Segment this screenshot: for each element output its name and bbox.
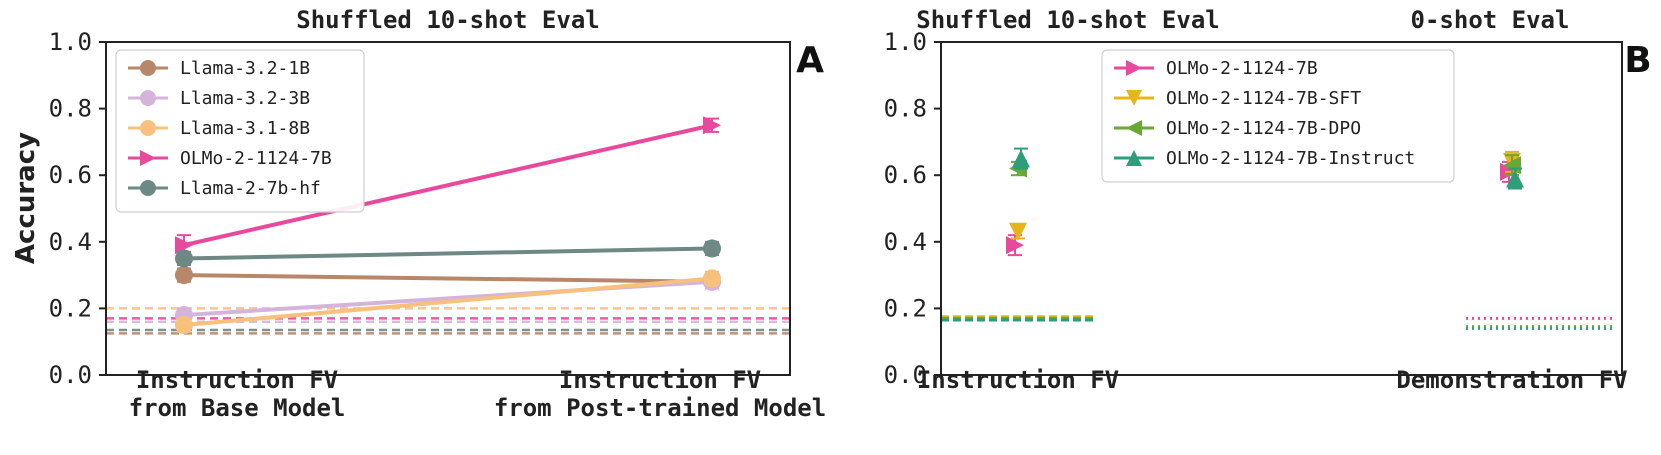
panel-b-title-left: Shuffled 10-shot Eval [916,6,1219,34]
point-olmo-2-1124-7b-instruct [1506,169,1524,188]
panel-a-ytick-label: 0.4 [49,228,92,256]
panel-a-category-label: from Base Model [129,394,346,422]
point-olmo-2-1124-7b-dpo [1503,156,1521,175]
point-olmo-2-1124-7b [1006,236,1024,255]
point-llama-2-7b-hf [175,249,193,268]
point-olmo-2-1124-7b [703,116,721,135]
panel-a-ytick-label: 1.0 [49,28,92,56]
legend-label-olmo-2-1124-7b: OLMo-2-1124-7B [180,148,332,169]
panel-a-ytick-label: 0.0 [49,361,92,389]
panel-a-legend: Llama-3.2-1B Llama-3.2-3B Llama-3.1-8B OLMo… [115,49,365,213]
panel-b-label: B [1624,40,1651,81]
legend-marker-olmo-2-1124-7b [140,150,156,166]
panel-b-y-ticks: 0.0 0.2 0.4 0.6 0.8 1.0 [884,28,941,389]
legend-label-olmo-2-1124-7b: OLMo-2-1124-7B [1166,58,1318,79]
panel-a-points [175,116,721,335]
panel-b-legend-box [1101,49,1455,183]
point-olmo-2-1124-7b-instruct [1012,149,1030,168]
panel-a-category-label: Instruction FV [559,366,761,394]
point-olmo-2-1124-7b [175,236,193,255]
legend-label-llama-3-2-3b: Llama-3.2-3B [180,88,310,109]
panel-b-category-label: Demonstration FV [1396,366,1627,394]
legend-marker-llama-3-2-3b [140,90,156,106]
panel-b: Shuffled 10-shot Eval 0-shot Eval B 0.00… [884,6,1652,394]
point-llama-3-2-1b [175,266,193,285]
point-llama-2-7b-hf [703,239,721,258]
legend-label-olmo-2-1124-7b-dpo: OLMo-2-1124-7B-DPO [1166,118,1361,139]
legend-label-llama-3-1-8b: Llama-3.1-8B [180,118,310,139]
panel-b-x-categories: Instruction FV Demonstration FV [917,366,1628,394]
legend-label-olmo-2-1124-7b-instruct: OLMo-2-1124-7B-Instruct [1166,148,1415,169]
panel-a-axes-frame [105,41,791,376]
legend-marker-olmo-2-1124-7b-dpo [1126,120,1142,136]
y-axis-label: Accuracy [11,132,41,264]
legend-marker-llama-3-1-8b [140,120,156,136]
panel-a-y-ticks: 0.0 0.2 0.4 0.6 0.8 1.0 [49,28,106,389]
panel-a-title: Shuffled 10-shot Eval [296,6,599,34]
legend-label-llama-2-7b-hf: Llama-2-7b-hf [180,178,321,199]
panel-a-series-lines [183,123,713,328]
point-llama-3-1-8b [703,269,721,288]
panel-b-ytick-label: 0.4 [884,228,927,256]
panel-b-points [1006,147,1524,257]
panel-b-legend: OLMo-2-1124-7B OLMo-2-1124-7B-SFT OLMo-2-1… [1101,49,1455,183]
panel-a-baselines [106,307,790,335]
panel-b-title-right: 0-shot Eval [1411,6,1570,34]
legend-label-llama-3-2-1b: Llama-3.2-1B [180,58,310,79]
panel-b-ytick-label: 0.2 [884,294,927,322]
panel-b-category-label: Instruction FV [917,366,1119,394]
point-olmo-2-1124-7b-sft [1009,222,1027,241]
panel-a-legend-box [115,49,365,213]
series-line-llama-3-1-8b [183,276,713,328]
series-line-llama-2-7b-hf [183,246,713,261]
panel-b-ytick-label: 0.8 [884,95,927,123]
series-line-olmo-2-1124-7b [183,123,713,248]
panel-b-axes-frame [940,41,1623,376]
panel-a-category-label: from Post-trained Model [494,394,826,422]
panel-a-ytick-label: 0.6 [49,161,92,189]
legend-marker-olmo-2-1124-7b [1126,60,1142,76]
panel-b-baselines [941,315,1612,330]
point-llama-3-1-8b [175,316,193,335]
legend-marker-llama-3-2-1b [140,60,156,76]
panel-a-ytick-label: 0.2 [49,294,92,322]
panel-a-ytick-label: 0.8 [49,95,92,123]
legend-label-olmo-2-1124-7b-sft: OLMo-2-1124-7B-SFT [1166,88,1361,109]
legend-marker-olmo-2-1124-7b-sft [1126,90,1142,106]
legend-marker-olmo-2-1124-7b-instruct [1126,150,1142,166]
series-line-llama-3-2-1b [183,273,713,284]
panel-b-ytick-label: 0.6 [884,161,927,189]
legend-marker-llama-2-7b-hf [140,180,156,196]
panel-a-label: A [796,40,824,81]
panel-b-ytick-label: 0.0 [884,361,927,389]
panel-b-ytick-label: 1.0 [884,28,927,56]
panel-a-category-label: Instruction FV [136,366,338,394]
panel-a: Shuffled 10-shot Eval Accuracy A 0.00.20… [11,6,826,422]
